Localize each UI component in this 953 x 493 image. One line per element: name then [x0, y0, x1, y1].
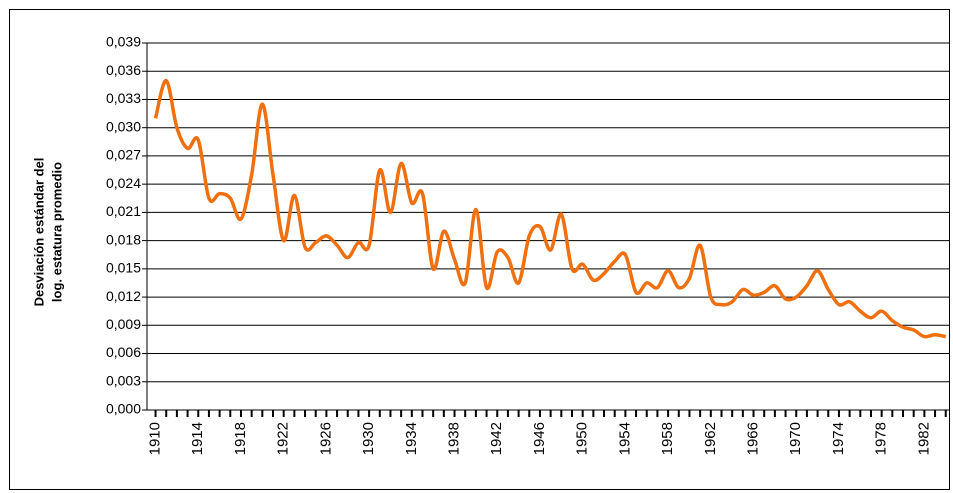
x-tick-label: 1914	[189, 422, 206, 455]
y-tick-label: 0,018	[106, 231, 141, 247]
x-tick-label: 1970	[787, 422, 804, 455]
x-tick-label: 1934	[403, 422, 420, 455]
x-tick-label: 1954	[616, 422, 633, 455]
y-axis-label: log. estatura promedio	[49, 162, 64, 302]
y-tick-label: 0,036	[106, 62, 141, 78]
x-tick-label: 1922	[275, 422, 292, 455]
y-tick-label: 0,012	[106, 288, 141, 304]
y-axis-label: Desviación estándar del	[31, 158, 46, 307]
y-tick-label: 0,039	[106, 34, 141, 50]
x-tick-label: 1942	[488, 422, 505, 455]
x-tick-label: 1910	[147, 422, 164, 455]
x-tick-label: 1918	[232, 422, 249, 455]
x-tick-label: 1974	[830, 422, 847, 455]
x-tick-label: 1946	[531, 422, 548, 455]
x-tick-label: 1966	[744, 422, 761, 455]
chart-border	[9, 9, 950, 490]
y-tick-label: 0,021	[106, 203, 141, 219]
x-tick-label: 1962	[702, 422, 719, 455]
x-tick-label: 1982	[915, 422, 932, 455]
y-tick-label: 0,009	[106, 316, 141, 332]
x-tick-label: 1926	[317, 422, 334, 455]
x-tick-label: 1978	[873, 422, 890, 455]
x-tick-label: 1958	[659, 422, 676, 455]
y-tick-label: 0,033	[106, 90, 141, 106]
x-tick-label: 1930	[360, 422, 377, 455]
y-tick-label: 0,003	[106, 372, 141, 388]
y-tick-label: 0,015	[106, 260, 141, 276]
y-tick-label: 0,030	[106, 118, 141, 134]
x-tick-label: 1950	[574, 422, 591, 455]
y-tick-label: 0,000	[106, 401, 141, 417]
y-tick-label: 0,006	[106, 344, 141, 360]
data-line	[153, 78, 947, 339]
y-tick-label: 0,024	[106, 175, 141, 191]
y-tick-label: 0,027	[106, 147, 141, 163]
x-tick-label: 1938	[446, 422, 463, 455]
